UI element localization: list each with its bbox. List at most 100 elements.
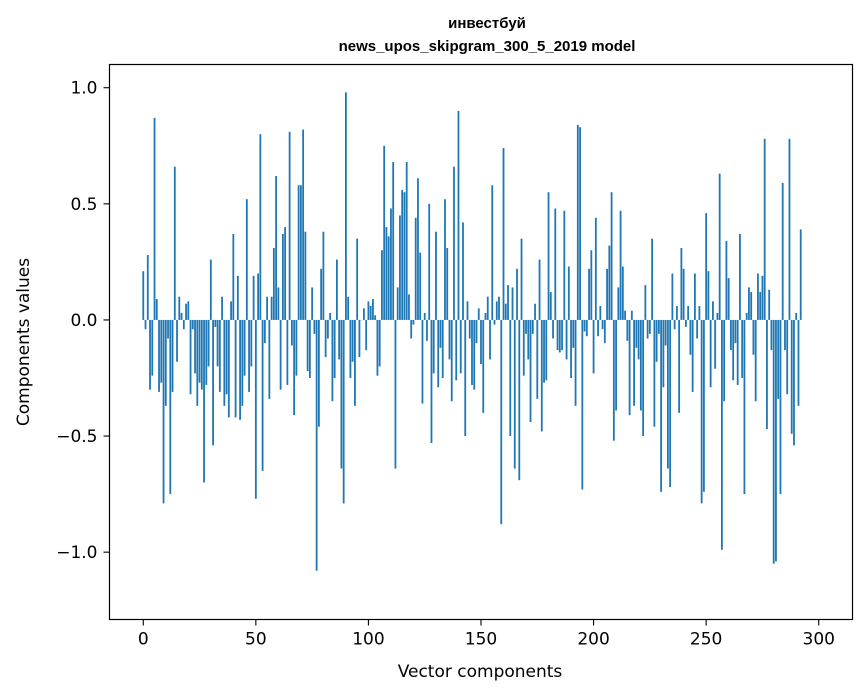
bar [759, 292, 762, 320]
bar [338, 319, 341, 360]
bar [655, 319, 658, 362]
bar [608, 245, 611, 320]
bar [327, 319, 329, 339]
bar [473, 319, 476, 390]
bar [266, 296, 269, 320]
bar [736, 319, 739, 385]
bar [257, 273, 259, 320]
bar [225, 319, 228, 395]
bar [216, 319, 219, 367]
bar [446, 247, 449, 320]
x-tick-label: 150 [465, 630, 497, 650]
bar [378, 319, 381, 367]
y-tick-label: 0.5 [70, 195, 97, 215]
bar [637, 319, 640, 360]
x-tick-label: 250 [690, 630, 722, 650]
bar [200, 319, 203, 390]
plot-frame [108, 63, 854, 621]
bar [734, 319, 737, 344]
bar [482, 319, 485, 413]
bar [745, 312, 748, 320]
bar [588, 268, 590, 320]
bar [459, 319, 462, 374]
bar [403, 192, 406, 320]
bar [317, 319, 320, 427]
bar [212, 319, 214, 446]
bar [410, 319, 413, 339]
bar [660, 319, 663, 492]
bar [633, 319, 635, 406]
bar [205, 319, 208, 385]
bar [493, 319, 496, 325]
bar [464, 319, 467, 437]
bar [714, 319, 717, 369]
bar [538, 259, 541, 320]
bar [574, 319, 577, 406]
bar [354, 319, 356, 406]
bar [412, 319, 415, 325]
bar [178, 296, 181, 320]
bar [383, 145, 386, 320]
bar [345, 92, 347, 320]
y-axis-label: Components values [14, 258, 34, 426]
bar [268, 319, 271, 399]
bar [439, 319, 442, 348]
bar [153, 117, 156, 320]
bar [173, 166, 176, 320]
bar [455, 319, 458, 381]
bar [444, 199, 446, 320]
bar [691, 319, 694, 392]
bar [730, 319, 732, 351]
bar [775, 319, 777, 562]
bar [426, 319, 428, 341]
bar [534, 303, 536, 320]
bar [639, 319, 642, 411]
bar [302, 129, 305, 320]
bar [450, 319, 453, 402]
bar [558, 319, 561, 353]
bar [198, 319, 201, 383]
y-tick-label: 1.0 [70, 79, 97, 99]
bar [698, 306, 701, 320]
bar [703, 319, 705, 492]
bar [428, 203, 431, 320]
bar [146, 254, 149, 320]
bar [725, 240, 728, 320]
bar [435, 231, 437, 320]
bar [545, 319, 548, 381]
bar [144, 319, 147, 330]
bar [781, 182, 784, 320]
bar [401, 189, 404, 320]
bar [525, 319, 527, 334]
bar [299, 185, 302, 320]
bar [630, 310, 633, 320]
bar [581, 319, 584, 490]
bar [554, 208, 557, 320]
bar [518, 319, 521, 481]
bar [763, 138, 766, 320]
bar [288, 131, 291, 320]
bar [423, 312, 426, 320]
bar [599, 306, 602, 320]
bar [336, 259, 338, 320]
bar [252, 275, 255, 320]
bar [203, 319, 205, 483]
bar [232, 234, 235, 320]
bar [385, 227, 388, 320]
bar [293, 319, 296, 416]
bar [666, 319, 669, 469]
x-axis-ticks: 0 50 100 150 200 250 300 [138, 619, 835, 650]
bar [610, 192, 613, 320]
bar [155, 299, 158, 320]
bar [617, 287, 620, 320]
bar [381, 250, 383, 320]
x-tick-label: 200 [577, 630, 609, 650]
bar [356, 238, 359, 320]
bar [612, 319, 615, 441]
bar [191, 319, 194, 330]
bar [142, 271, 145, 320]
bar [441, 319, 444, 378]
bar [466, 301, 469, 320]
bar [158, 319, 160, 392]
bar [297, 185, 300, 320]
